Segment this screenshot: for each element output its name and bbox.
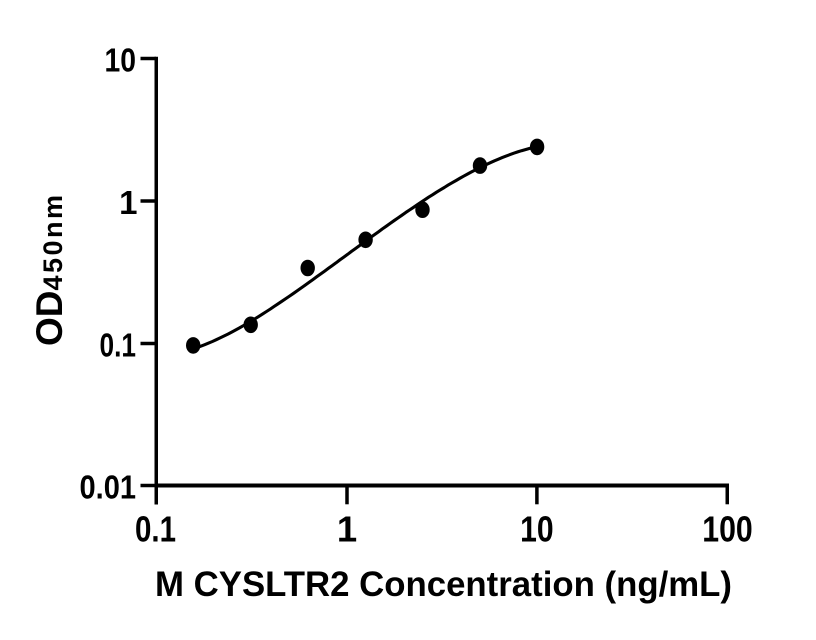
svg-text:1: 1: [337, 509, 357, 550]
svg-text:10: 10: [520, 509, 554, 550]
svg-text:M CYSLTR2 Concentration (ng/mL: M CYSLTR2 Concentration (ng/mL): [155, 565, 732, 604]
svg-text:0.1: 0.1: [100, 327, 137, 364]
svg-text:0.1: 0.1: [135, 509, 176, 550]
svg-text:1: 1: [119, 184, 137, 221]
svg-text:10: 10: [105, 42, 137, 79]
svg-text:100: 100: [702, 509, 753, 550]
svg-text:0.01: 0.01: [80, 469, 137, 506]
